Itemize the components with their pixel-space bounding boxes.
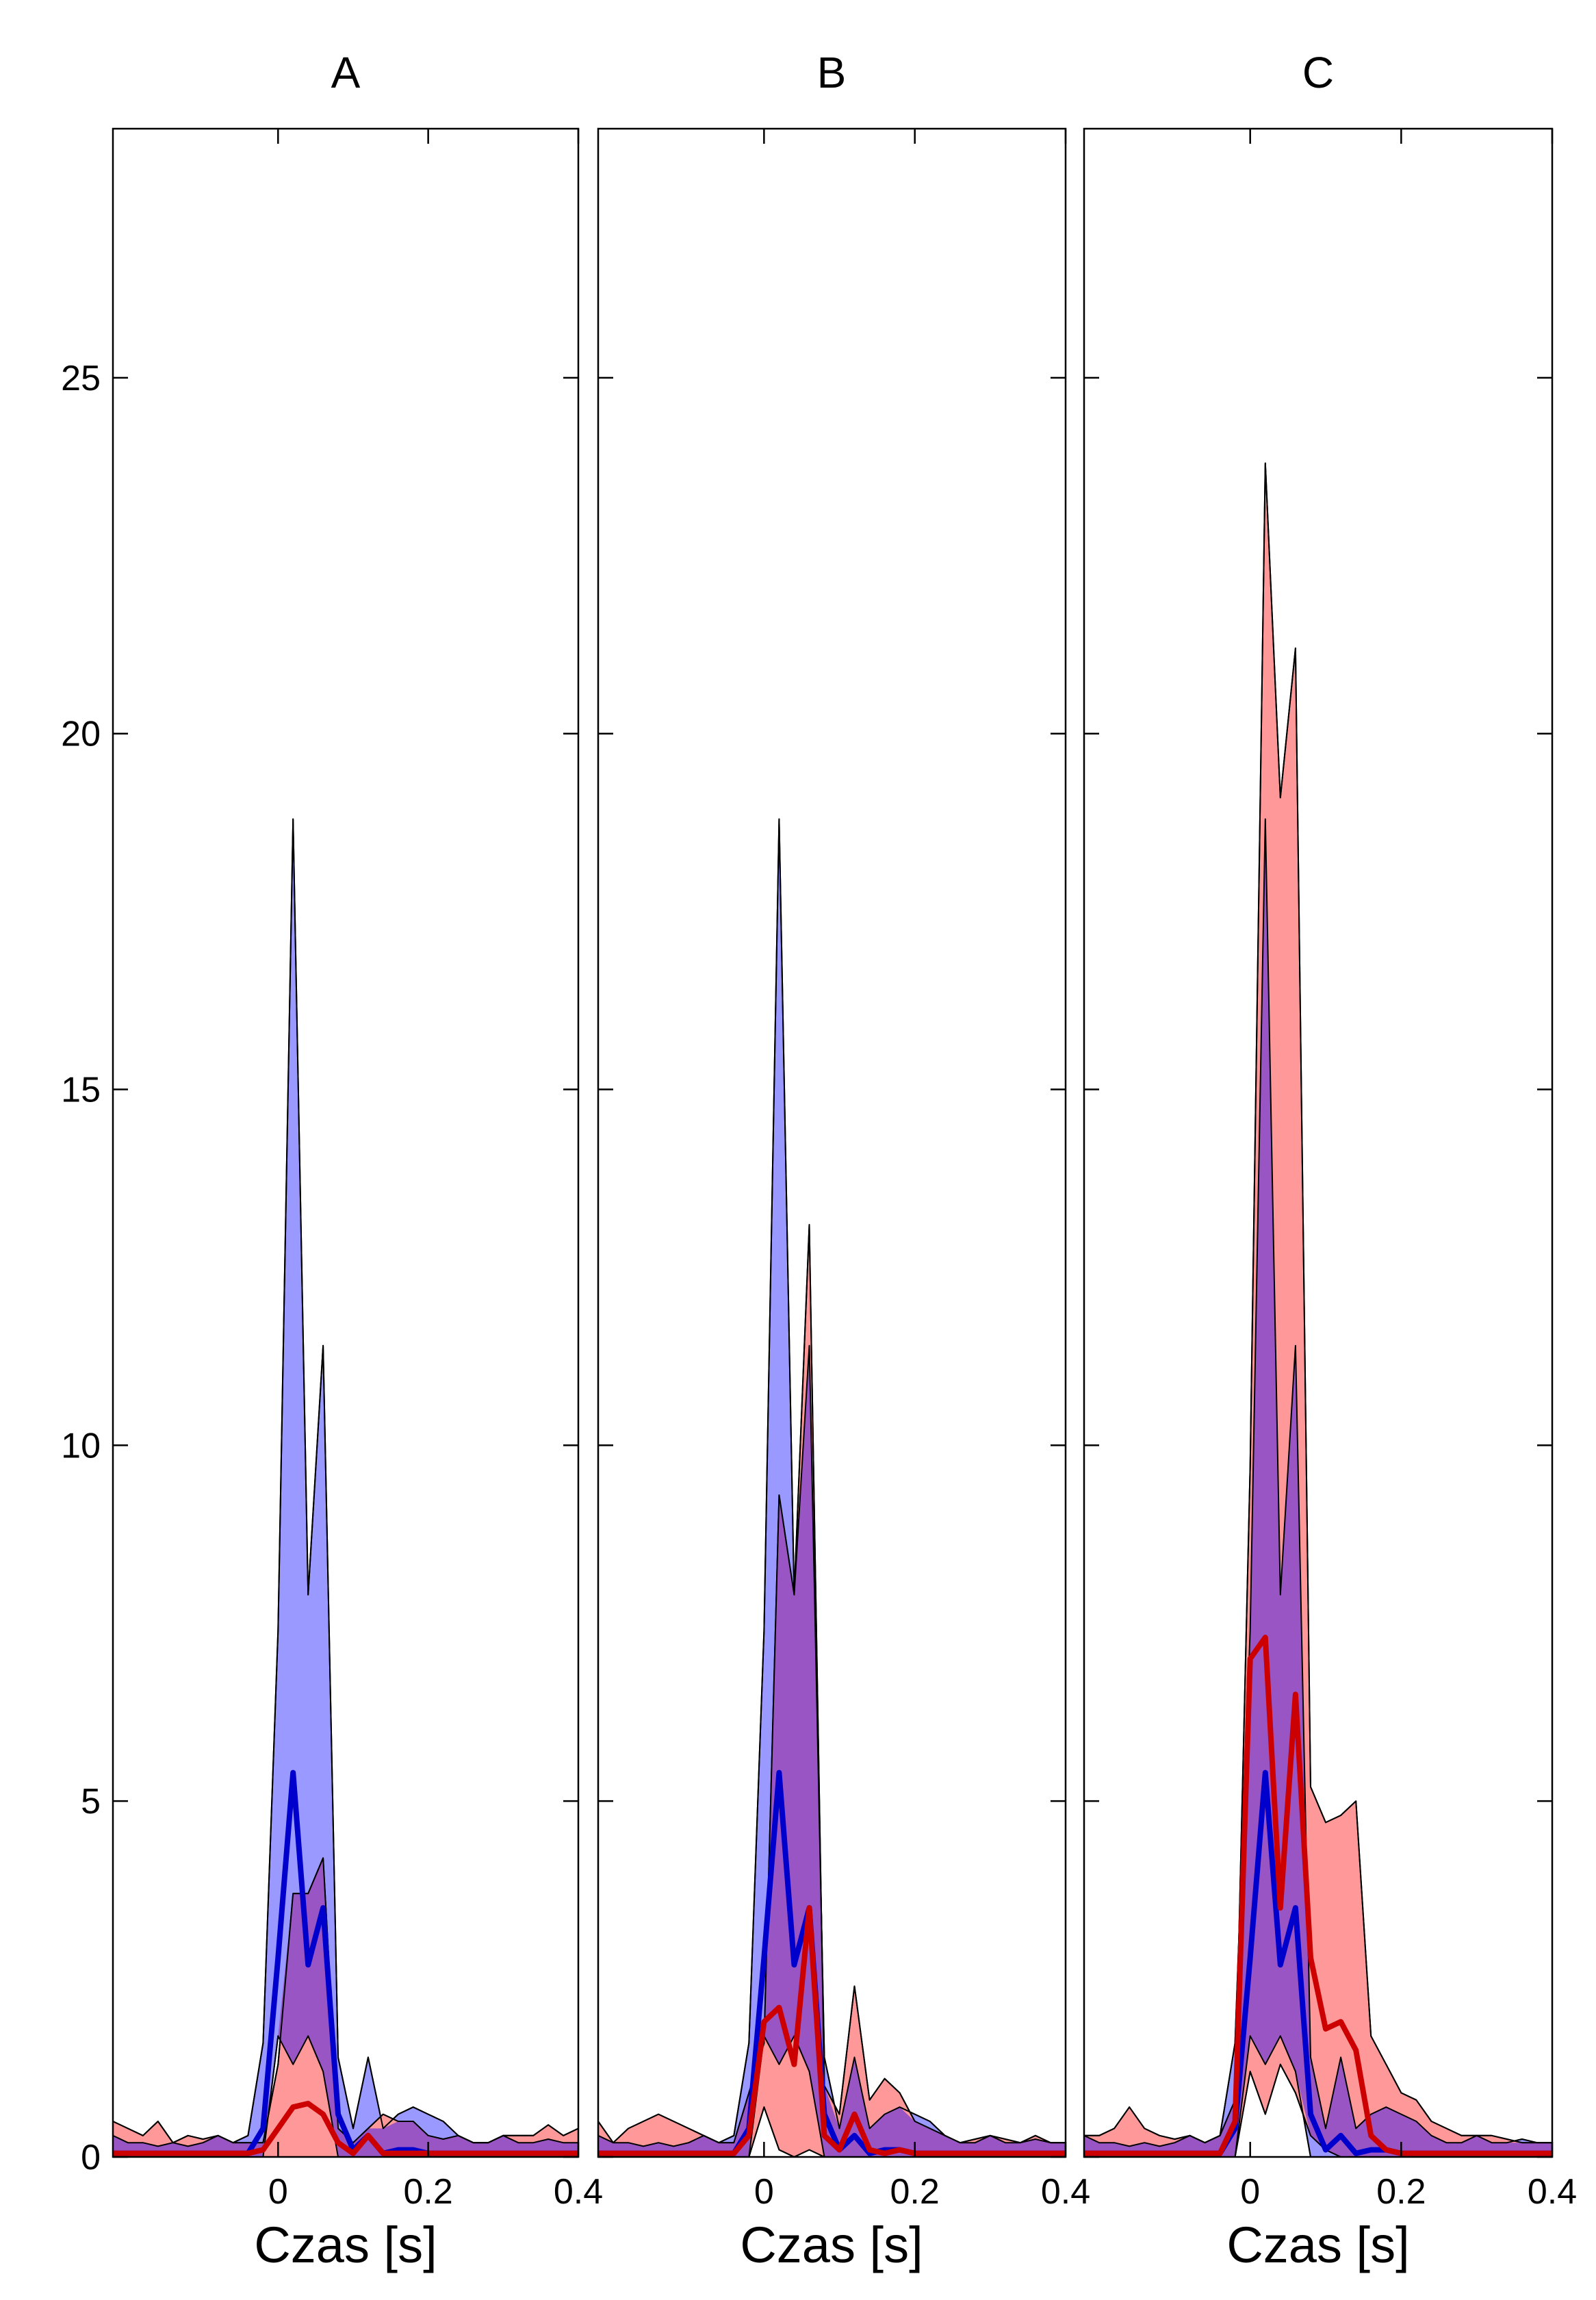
panel-title-b: B: [817, 48, 847, 97]
y-tick-label-a-2: 10: [61, 1426, 101, 1466]
y-tick-label-a-0: 0: [81, 2138, 101, 2177]
x-tick-label-a-0: 0: [268, 2172, 288, 2212]
plot-area-a: [113, 818, 578, 2157]
mean-line-red-b: [598, 1905, 1066, 2156]
panel-a: A 0 5 10 15 20 25 0 0.2 0.4 Czas [s]: [61, 48, 603, 2273]
panel-title-c: C: [1302, 48, 1334, 97]
axes-frame-c: [1083, 127, 1554, 2158]
axes-c: 0 0.2 0.4: [1083, 127, 1577, 2212]
x-tick-label-c-2: 0.4: [1528, 2172, 1577, 2212]
axes-a: 0 5 10 15 20 25 0 0.2 0.4: [61, 127, 603, 2212]
x-tick-label-c-0: 0: [1240, 2172, 1260, 2212]
axes-frame-b: [597, 127, 1067, 2158]
y-tick-label-a-3: 15: [61, 1071, 101, 1110]
band-red-outline-b: [598, 1224, 1066, 2157]
mean-line-red-a: [113, 2101, 578, 2156]
band-overlap-b: [598, 1345, 1066, 2157]
y-tick-label-a-5: 25: [61, 359, 101, 398]
x-axis-label-a: Czas [s]: [254, 2216, 437, 2273]
y-tick-label-a-4: 20: [61, 715, 101, 754]
x-tick-label-a-1: 0.2: [403, 2172, 452, 2212]
band-red-b: [598, 1224, 1066, 2157]
x-tick-label-a-2: 0.4: [554, 2172, 603, 2212]
plot-area-b: [598, 818, 1066, 2157]
axes-frame-a: [112, 127, 580, 2158]
y-tick-label-a-1: 5: [81, 1782, 101, 1822]
plot-area-c: [1084, 462, 1552, 2157]
x-tick-label-c-1: 0.2: [1376, 2172, 1426, 2212]
mean-line-red-c: [1084, 1635, 1552, 2156]
band-blue-b: [598, 818, 1066, 2157]
panel-c: C 0 0.2 0.4 Czas [s]: [1083, 48, 1577, 2273]
panel-b: B 0 0.2 0.4 Czas [s]: [597, 48, 1090, 2273]
x-axis-label-c: Czas [s]: [1226, 2216, 1409, 2273]
band-blue-outline-a: [113, 818, 578, 2157]
x-tick-label-b-1: 0.2: [890, 2172, 940, 2212]
band-red-outline-a: [113, 1857, 578, 2157]
band-red-outline-c: [1084, 462, 1552, 2157]
axes-b: 0 0.2 0.4: [597, 127, 1090, 2212]
x-axis-label-b: Czas [s]: [740, 2216, 923, 2273]
band-red-c: [1084, 462, 1552, 2157]
x-tick-label-b-0: 0: [754, 2172, 774, 2212]
x-tick-label-b-2: 0.4: [1041, 2172, 1090, 2212]
panel-title-a: A: [331, 48, 361, 97]
band-blue-outline-b: [598, 818, 1066, 2157]
band-blue-a: [113, 818, 578, 2157]
